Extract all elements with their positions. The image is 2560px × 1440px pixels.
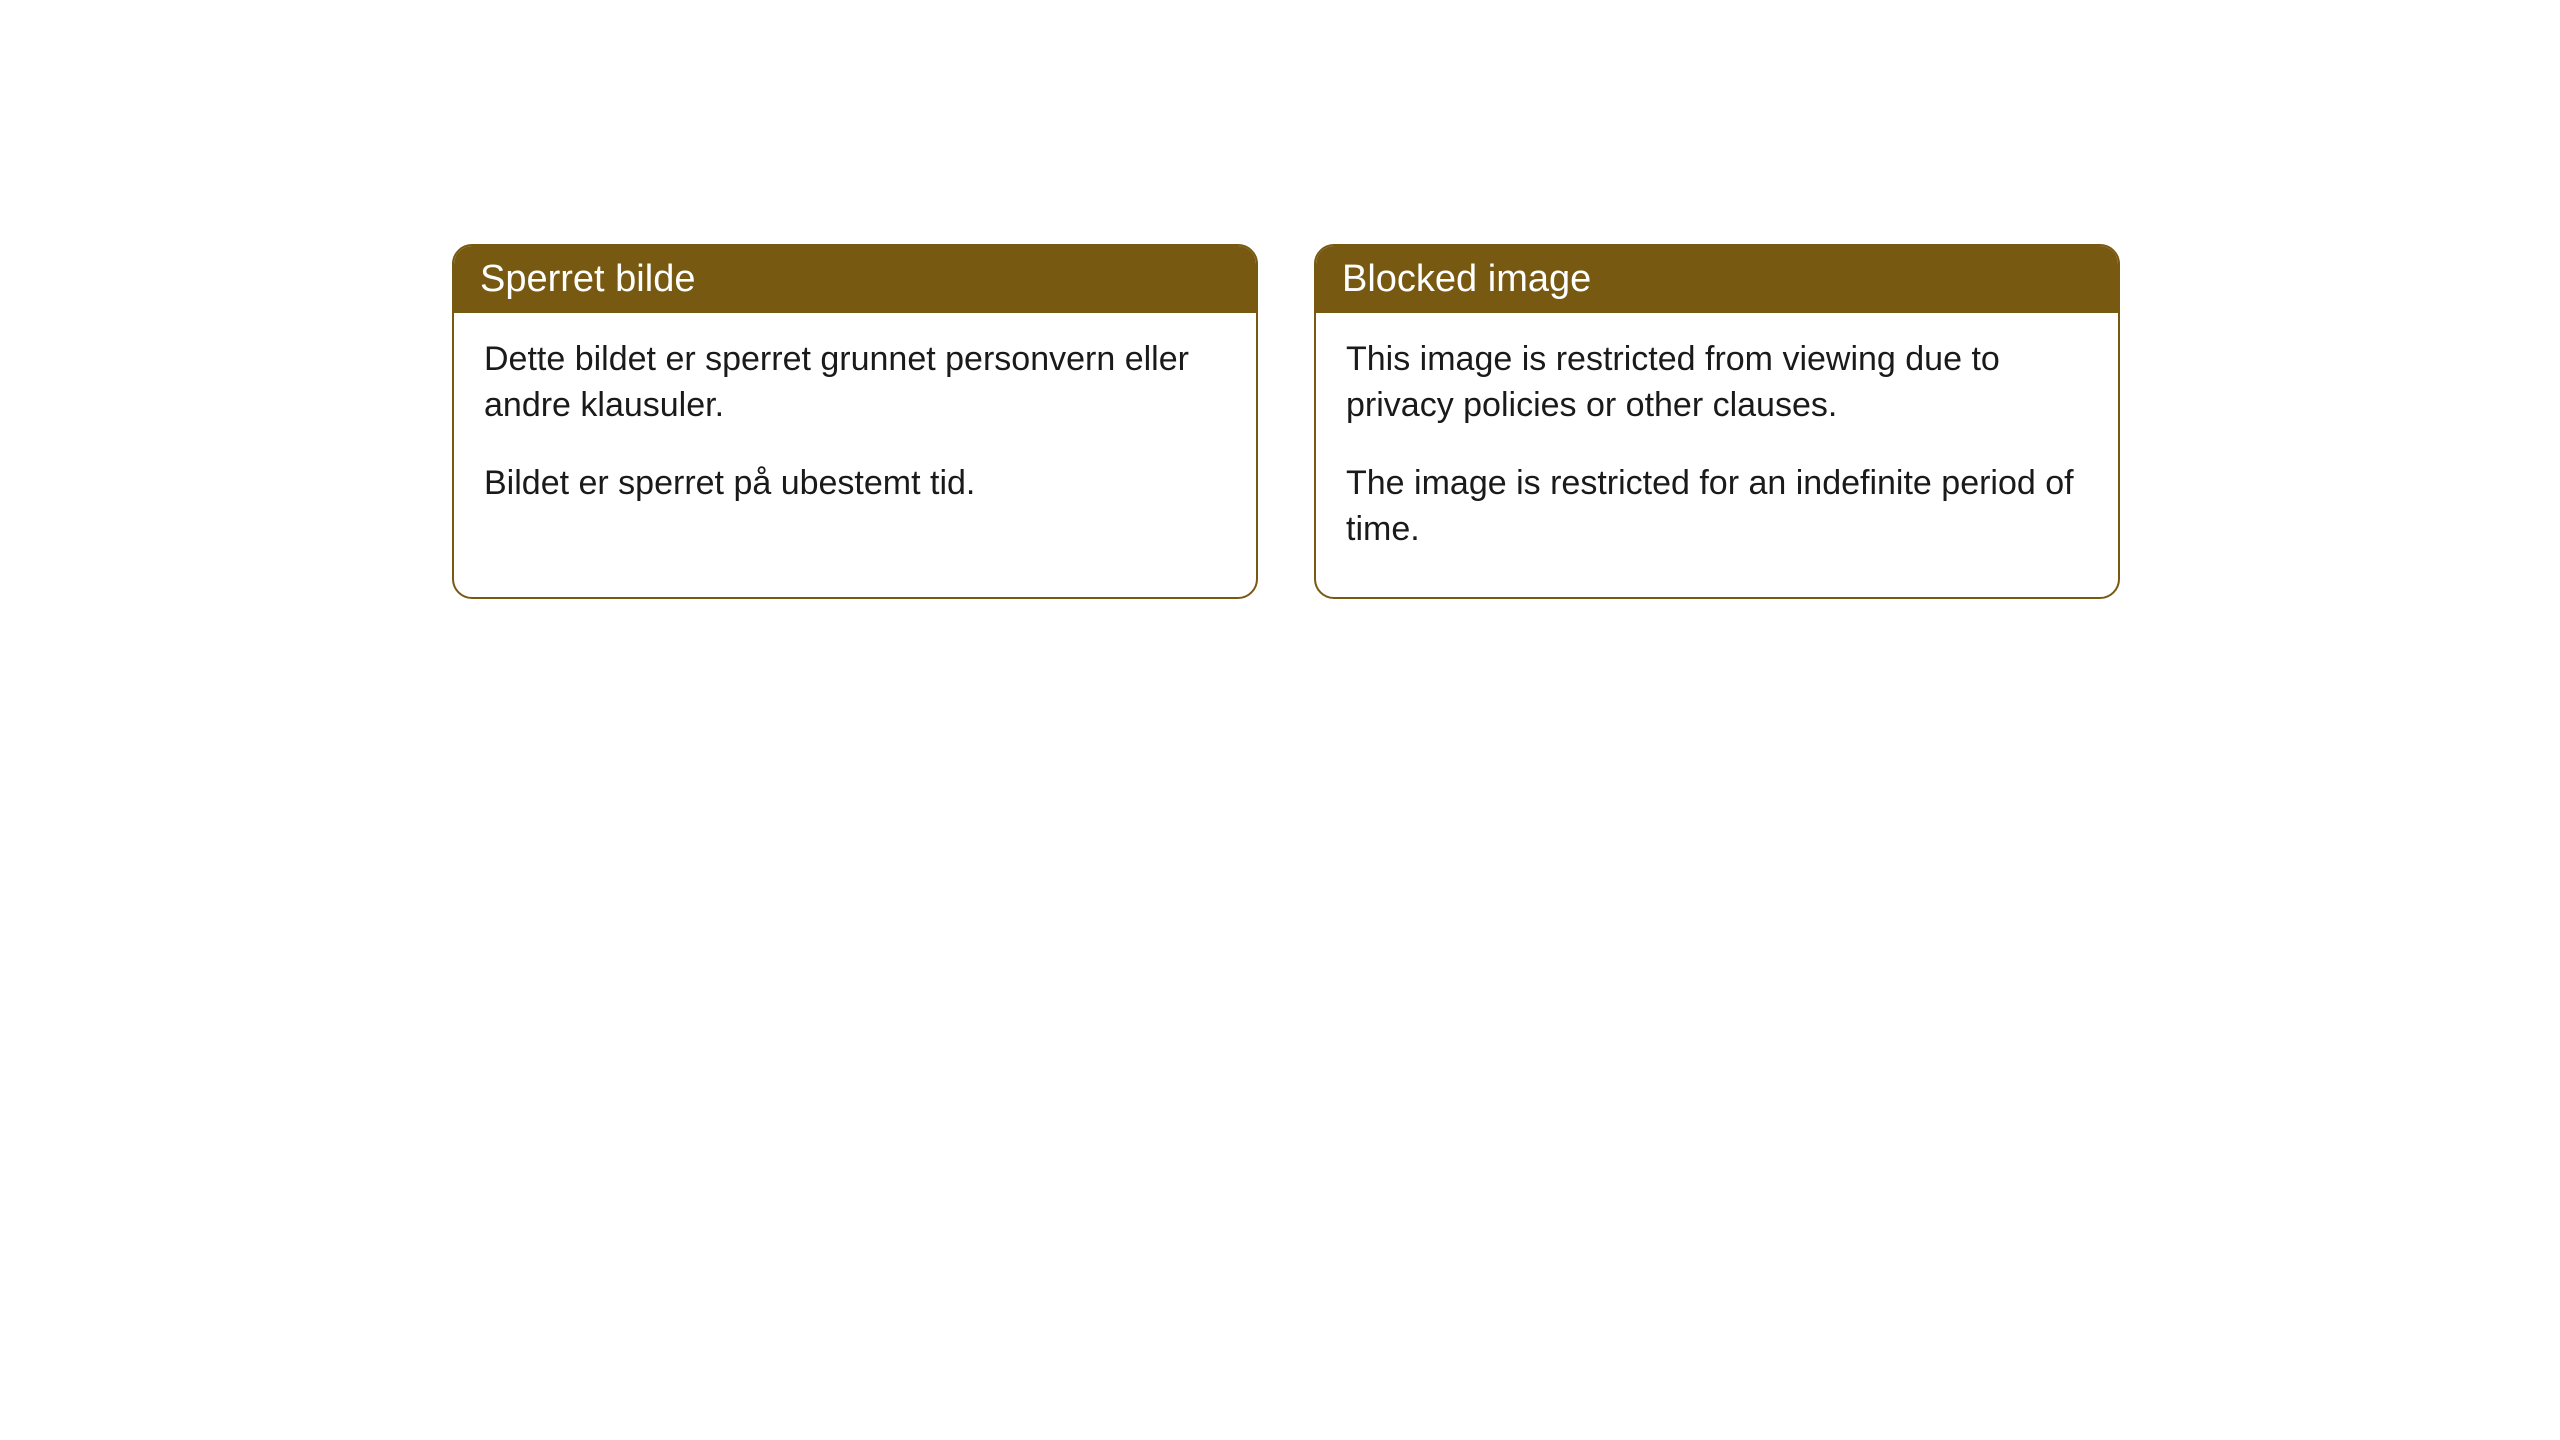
card-body-en: This image is restricted from viewing du…	[1316, 313, 2118, 597]
blocked-image-card-no: Sperret bilde Dette bildet er sperret gr…	[452, 244, 1258, 599]
blocked-image-card-en: Blocked image This image is restricted f…	[1314, 244, 2120, 599]
card-message-2-no: Bildet er sperret på ubestemt tid.	[484, 461, 1226, 507]
card-body-no: Dette bildet er sperret grunnet personve…	[454, 313, 1256, 551]
card-message-1-en: This image is restricted from viewing du…	[1346, 337, 2088, 429]
card-message-2-en: The image is restricted for an indefinit…	[1346, 461, 2088, 553]
card-title-en: Blocked image	[1316, 246, 2118, 313]
card-title-no: Sperret bilde	[454, 246, 1256, 313]
card-message-1-no: Dette bildet er sperret grunnet personve…	[484, 337, 1226, 429]
cards-container: Sperret bilde Dette bildet er sperret gr…	[452, 244, 2120, 599]
